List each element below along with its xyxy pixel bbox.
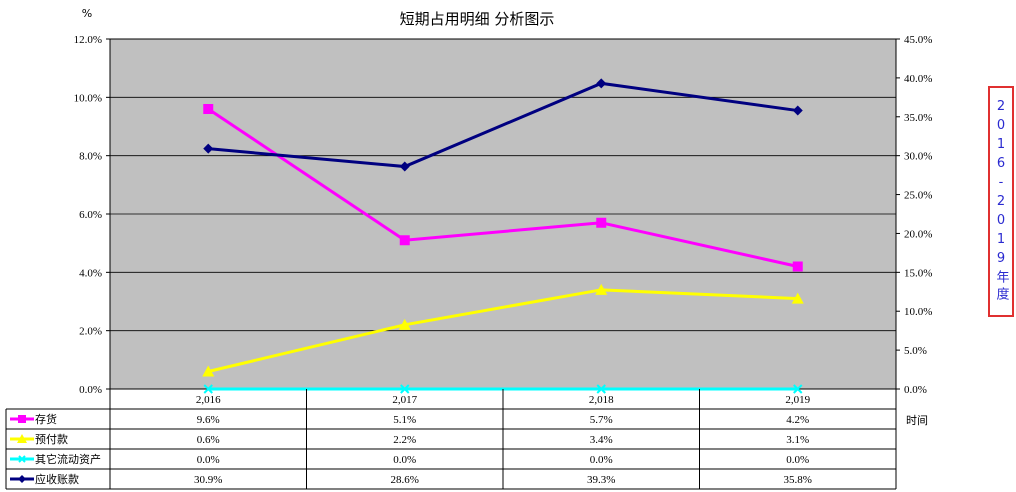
legend-label: 应收账款 — [35, 472, 79, 486]
x-tick-label: 2,018 — [589, 394, 614, 406]
table-cell: 4.2% — [786, 414, 809, 426]
series-2-point — [203, 384, 213, 394]
series-0-point — [399, 235, 410, 246]
table-cell: 0.0% — [197, 454, 220, 466]
series-line-0 — [207, 107, 799, 268]
series-3-point — [792, 105, 803, 116]
data-table: 2,016 2,017 2,018 2,019 存货 9.6% 5.1% 5.7% 4.2% 预付… — [5, 389, 897, 490]
series-2-point — [793, 384, 803, 394]
series-line-3 — [208, 81, 798, 169]
table-cell: 28.6% — [391, 474, 419, 486]
table-cell: 0.0% — [590, 454, 613, 466]
series-2-point — [400, 384, 410, 394]
right-tick-label: 30.0% — [904, 151, 932, 163]
series-3-point — [203, 143, 214, 154]
table-cell: 30.9% — [194, 474, 222, 486]
left-tick-label: 2.0% — [79, 326, 102, 338]
left-tick-label: 4.0% — [79, 267, 102, 279]
right-tick-label: 35.0% — [904, 112, 932, 124]
legend-key-marker — [18, 415, 26, 423]
right-tick-label: 0.0% — [904, 384, 927, 396]
right-tick-label: 40.0% — [904, 73, 932, 85]
table-cell: 39.3% — [587, 474, 615, 486]
x-tick-label: 2,019 — [785, 394, 810, 406]
table-cell: 3.4% — [590, 434, 613, 446]
table-cell: 35.8% — [784, 474, 812, 486]
right-tick-label: 5.0% — [904, 345, 927, 357]
plot-area: 0.0% 2.0% 4.0% 6.0% 8.0% 10.0% 12.0% 0.0% 5.0% 10… — [74, 34, 933, 396]
left-tick-label: 8.0% — [79, 151, 102, 163]
table-cell: 0.6% — [197, 434, 220, 446]
right-tick-label: 10.0% — [904, 306, 932, 318]
series-1-point — [791, 292, 804, 304]
right-tick-label: 20.0% — [904, 228, 932, 240]
series-0-point — [792, 261, 803, 272]
x-axis-label: 时间 — [906, 414, 928, 427]
table-cell: 2.2% — [393, 434, 416, 446]
table-cell: 3.1% — [786, 434, 809, 446]
table-cell: 9.6% — [197, 414, 220, 426]
series-0-point — [203, 104, 214, 114]
series-1-point — [595, 283, 608, 295]
left-tick-label: 10.0% — [74, 92, 102, 104]
table-cell: 0.0% — [786, 454, 809, 466]
series-1-point — [202, 365, 215, 377]
chart-title: 短期占用明细 分析图示 — [400, 10, 555, 28]
x-tick-label: 2,017 — [392, 394, 417, 406]
series-line-1 — [207, 288, 798, 373]
right-tick-label: 25.0% — [904, 190, 932, 202]
left-tick-label: 12.0% — [74, 34, 102, 46]
table-cell: 0.0% — [393, 454, 416, 466]
table-cell: 5.1% — [393, 414, 416, 426]
legend-label: 其它流动资产 — [35, 452, 101, 466]
series-3-point — [596, 78, 607, 89]
year-range-label: 2016-2019年度 — [993, 99, 1009, 304]
series-0-point — [596, 217, 607, 228]
series-3-point — [399, 161, 410, 172]
table-cell: 5.7% — [590, 414, 613, 426]
series-1-point — [398, 318, 411, 330]
legend-key-marker — [17, 434, 27, 443]
right-tick-label: 15.0% — [904, 267, 932, 279]
right-tick-label: 45.0% — [904, 34, 932, 46]
legend-label: 预付款 — [35, 432, 68, 446]
year-range-box: 2016-2019年度 — [988, 86, 1014, 317]
left-tick-label: 0.0% — [79, 384, 102, 396]
left-tick-label: 6.0% — [79, 209, 102, 221]
legend-key-marker — [18, 475, 26, 483]
x-tick-label: 2,016 — [196, 394, 221, 406]
left-axis-unit: % — [82, 7, 92, 20]
legend-label: 存货 — [35, 412, 57, 426]
series-2-point — [596, 384, 606, 394]
legend-key-marker — [18, 455, 26, 463]
